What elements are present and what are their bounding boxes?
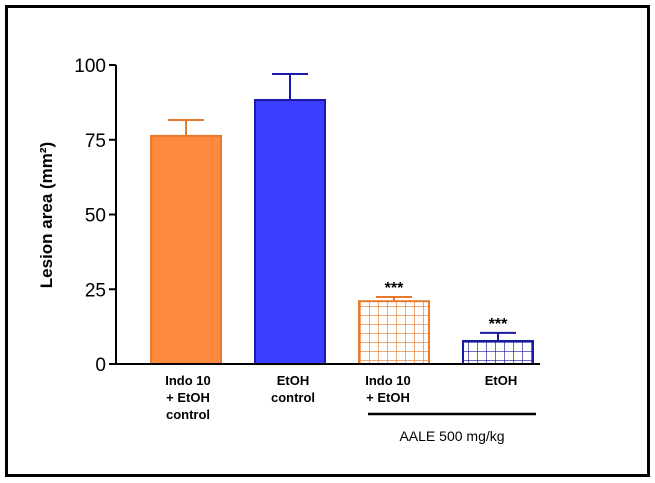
y-tick-label: 0 <box>95 355 106 376</box>
bar <box>462 339 534 365</box>
significance-marker: *** <box>489 316 508 333</box>
category-label: control <box>166 407 210 422</box>
significance-marker: *** <box>385 280 404 297</box>
bar <box>254 98 326 365</box>
y-tick-label: 75 <box>85 131 106 152</box>
figure-frame <box>5 5 650 477</box>
category-label: Indo 10 <box>165 373 211 388</box>
category-label: EtOH <box>485 373 518 388</box>
category-label: control <box>271 390 315 405</box>
y-tick-label: 25 <box>85 280 106 301</box>
category-label: + EtOH <box>166 390 210 405</box>
group-label: AALE 500 mg/kg <box>399 428 504 444</box>
bar <box>358 300 430 365</box>
category-label: EtOH <box>277 373 310 388</box>
group-annotation: AALE 500 mg/kg <box>368 412 536 444</box>
y-tick-label: 100 <box>74 56 106 77</box>
y-axis-label: Lesion area (mm²) <box>37 142 56 288</box>
category-label: Indo 10 <box>365 373 411 388</box>
y-tick-label: 50 <box>85 206 106 227</box>
category-labels: Indo 10 + EtOH control EtOH control Indo 10 + … <box>165 373 517 422</box>
bars: *** *** <box>116 72 540 365</box>
category-label: + EtOH <box>366 390 410 405</box>
bar <box>150 134 222 365</box>
